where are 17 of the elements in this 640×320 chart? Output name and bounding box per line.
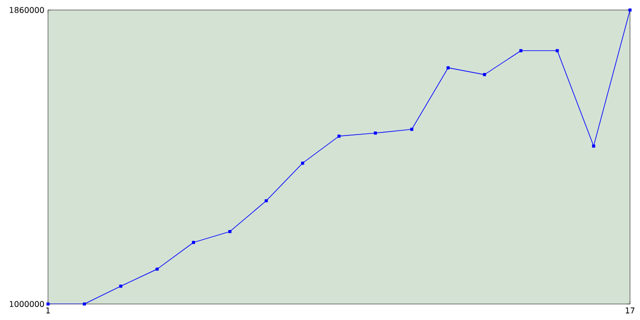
point: [337, 134, 341, 138]
point: [519, 49, 522, 52]
point: [592, 144, 596, 148]
point: [228, 230, 232, 234]
point: [446, 66, 450, 70]
point: [410, 128, 414, 131]
point: [482, 73, 486, 76]
point: [82, 302, 86, 306]
point: [628, 8, 632, 12]
point: [556, 49, 559, 52]
point: [46, 302, 50, 306]
point: [119, 284, 122, 288]
point: [264, 199, 268, 202]
point: [374, 132, 377, 135]
point: [301, 162, 304, 165]
point: [156, 268, 159, 271]
point: [192, 240, 196, 244]
